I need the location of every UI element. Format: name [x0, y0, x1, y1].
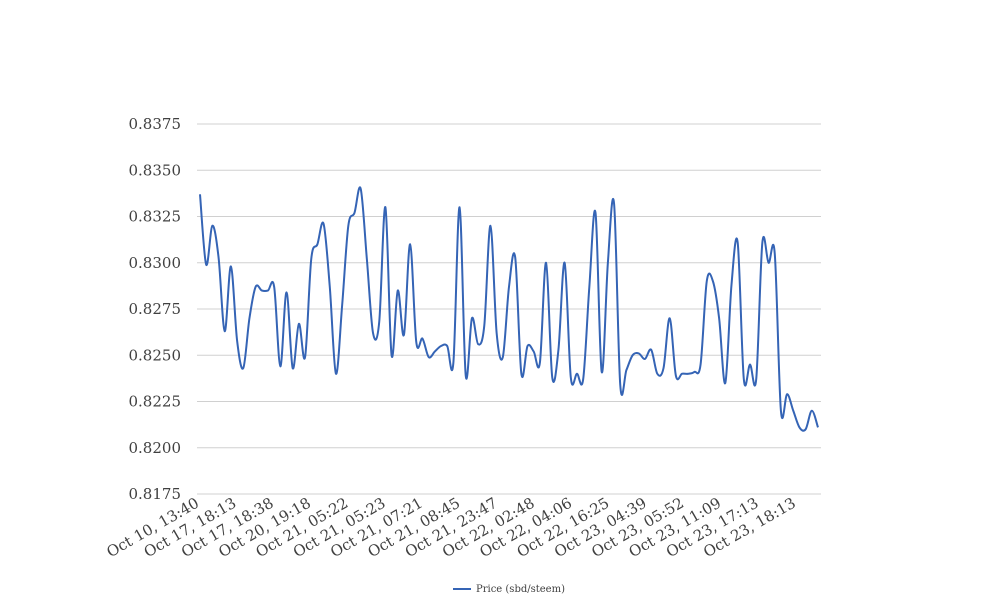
- y-tick-label: 0.8275: [129, 300, 182, 318]
- y-axis-ticks: 0.8175 0.8200 0.8225 0.8250 0.8275 0.8300 0.83…: [129, 115, 182, 503]
- y-tick-label: 0.8250: [129, 346, 182, 364]
- y-tick-label: 0.8375: [129, 115, 182, 133]
- series-layer: [199, 186, 819, 432]
- legend: Price (sbd/steem): [453, 584, 565, 595]
- y-tick-label: 0.8325: [129, 208, 182, 226]
- y-tick-label: 0.8175: [129, 485, 182, 503]
- legend-label-price: Price (sbd/steem): [476, 584, 565, 595]
- gridlines: [197, 123, 821, 495]
- y-tick-label: 0.8350: [129, 161, 182, 179]
- y-tick-label: 0.8300: [129, 254, 182, 272]
- series-line-price: [199, 186, 819, 432]
- y-tick-label: 0.8200: [129, 439, 182, 457]
- y-tick-label: 0.8225: [129, 393, 182, 411]
